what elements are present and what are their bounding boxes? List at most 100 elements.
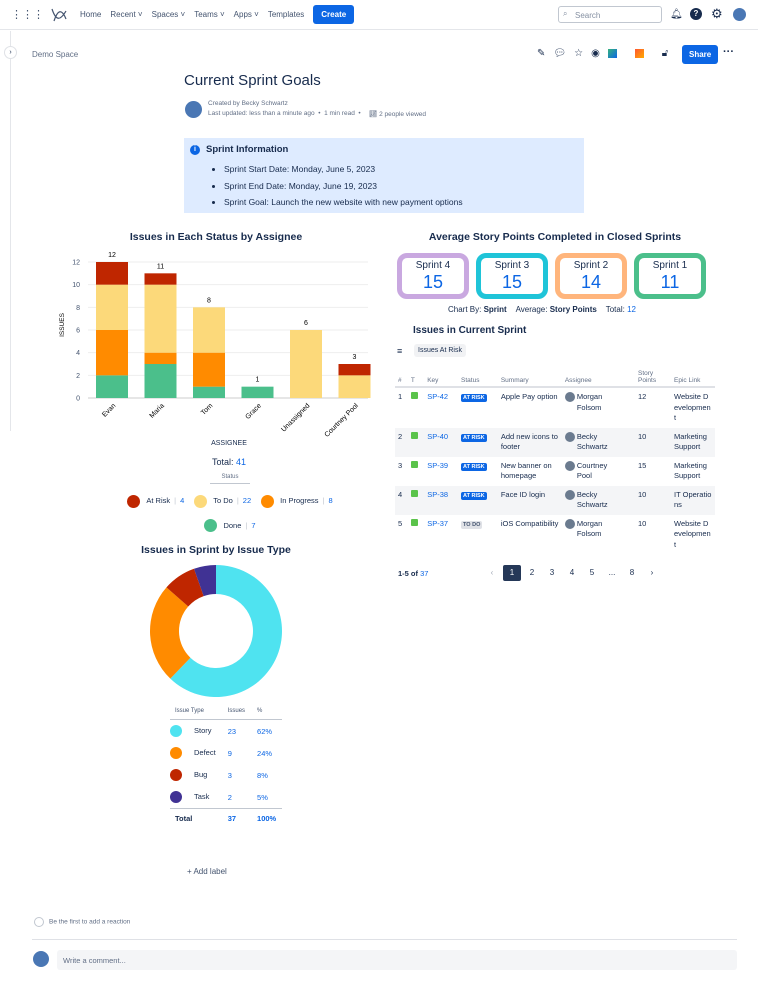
bar-segment-at-risk[interactable] (96, 262, 128, 285)
bar-segment-to-do[interactable] (96, 284, 128, 330)
confluence-logo-icon[interactable] (50, 7, 68, 23)
pie-slice-bug[interactable] (166, 568, 204, 607)
assignee-avatar (564, 460, 575, 471)
type-cell: Bug (170, 764, 222, 786)
bar-segment-done[interactable] (241, 386, 274, 398)
status-badge: TO DO (461, 520, 483, 529)
create-button[interactable]: Create (313, 5, 355, 24)
table-row[interactable]: 1 SP-42 AT RISK Apple Pay option Morgan Fols… (395, 387, 715, 428)
issue-key[interactable]: SP-42 (427, 392, 449, 401)
comment-input[interactable]: Write a comment... (57, 950, 737, 970)
app-icon[interactable] (607, 49, 617, 58)
type-cell (408, 515, 424, 555)
issue-key[interactable]: SP-38 (424, 485, 459, 515)
issues-count[interactable]: 3 (227, 770, 232, 780)
issue-key[interactable]: SP-40 (424, 427, 459, 457)
assignee-name: Becky Schwartz (576, 489, 608, 510)
page-button[interactable]: 3 (549, 568, 555, 577)
page-button[interactable]: 5 (589, 568, 595, 577)
prev-page-icon[interactable]: ‹ (490, 568, 494, 577)
assignee-avatar (564, 489, 575, 500)
views[interactable]: 📈︎ 2 people viewed (369, 110, 426, 118)
bar-segment-done[interactable] (193, 386, 225, 398)
type-swatch (170, 769, 182, 781)
bar-segment-at-risk[interactable] (338, 364, 371, 376)
profile-avatar[interactable] (733, 8, 746, 21)
type-cell (408, 387, 424, 428)
expand-sidebar-button[interactable]: › (4, 46, 17, 59)
pie-slice-task[interactable] (194, 565, 216, 597)
search-input[interactable]: Search (558, 6, 662, 23)
nav-apps[interactable]: Apps ˅ (233, 10, 259, 19)
table-row[interactable]: 5 SP-37 TO DO iOS Compatibility Morgan Folso… (395, 515, 715, 555)
restrictions-icon[interactable]: 🔓︎ (661, 48, 669, 59)
bar-segment-in-progress[interactable] (96, 330, 128, 376)
type-name: Task (194, 791, 210, 801)
bar-segment-done[interactable] (144, 364, 177, 398)
col-header: Key (424, 368, 459, 388)
more-actions-icon[interactable]: ··· (723, 46, 734, 58)
bar-segment-to-do[interactable] (290, 330, 322, 398)
filter-icon[interactable]: ≡ (397, 346, 403, 356)
issues-count[interactable]: 9 (227, 748, 232, 758)
issue-type-donut (150, 565, 282, 697)
page-button[interactable]: 1 (503, 565, 521, 581)
settings-icon[interactable]: ⚙ (711, 6, 723, 21)
comment-icon[interactable]: 💬︎ (553, 48, 567, 59)
table-row[interactable]: 3 SP-39 AT RISK New banner on homepage Court… (395, 457, 715, 486)
status-cell: AT RISK (458, 427, 498, 457)
app-icon-2[interactable] (634, 49, 644, 58)
count: 37 (420, 569, 429, 578)
notifications-icon[interactable]: 🔔︎ (670, 9, 683, 20)
next-page-icon[interactable]: › (650, 568, 654, 577)
bar-segment-at-risk[interactable] (144, 273, 177, 285)
legend-item[interactable]: To Do | 22 (194, 491, 251, 511)
info-panel: i Sprint Information Sprint Start Date: M… (184, 138, 584, 213)
issues-count[interactable]: 23 (227, 726, 237, 736)
breadcrumb[interactable]: Demo Space (32, 50, 79, 59)
share-button[interactable]: Share (682, 45, 719, 64)
table-row[interactable]: 4 SP-38 AT RISK Face ID login Becky Schwartz… (395, 485, 715, 515)
bar-segment-in-progress[interactable] (193, 352, 225, 387)
nav-templates[interactable]: Templates (267, 10, 305, 19)
issues-count[interactable]: 2 (227, 792, 232, 802)
filter-chip[interactable]: Issues At Risk (414, 344, 466, 357)
pie-slice-story[interactable] (170, 565, 282, 697)
bar-segment-done[interactable] (96, 375, 128, 398)
edit-icon[interactable]: ✎ (537, 48, 546, 59)
help-icon[interactable]: ? (690, 8, 702, 20)
type-cell: Task (170, 786, 222, 809)
page-button[interactable]: 8 (629, 568, 635, 577)
watch-icon[interactable]: ◉ (591, 48, 600, 59)
legend-item[interactable]: Done | 7 (204, 516, 256, 536)
bar-segment-to-do[interactable] (144, 284, 177, 353)
table-row[interactable]: 2 SP-40 AT RISK Add new icons to footer Beck… (395, 427, 715, 457)
nav-home[interactable]: Home (80, 10, 102, 19)
issue-key[interactable]: SP-37 (427, 518, 449, 528)
app-switcher-icon[interactable]: ⋮⋮⋮ (11, 9, 44, 21)
bar-total: Total: 41 (60, 457, 398, 467)
legend-item[interactable]: At Risk | 4 (127, 491, 184, 511)
page-button[interactable]: 2 (529, 568, 535, 577)
page-button[interactable]: ... (608, 568, 616, 577)
star-icon[interactable]: ☆ (574, 48, 584, 59)
y-tick: 8 (76, 305, 80, 312)
legend-item[interactable]: In Progress | 8 (261, 491, 333, 511)
bar-segment-to-do[interactable] (338, 375, 371, 398)
search-icon: ⌕ (563, 9, 568, 18)
total-value[interactable]: 41 (236, 457, 247, 467)
pie-slice-defect[interactable] (150, 587, 191, 679)
reaction[interactable]: Be the first to add a reaction (34, 917, 130, 927)
bar-segment-in-progress[interactable] (144, 352, 177, 364)
page-button[interactable]: 4 (569, 568, 575, 577)
sprint-name: Sprint 4 (415, 260, 451, 271)
summary: Apple Pay option (500, 392, 558, 401)
nav-spaces[interactable]: Spaces ˅ (151, 10, 186, 19)
sprint-name: Sprint 2 (573, 260, 609, 271)
nav-teams[interactable]: Teams ˅ (194, 10, 225, 19)
issue-key[interactable]: SP-39 (427, 460, 449, 470)
total-pct: 100% (257, 814, 277, 823)
add-label-button[interactable]: + Add label (187, 867, 227, 876)
bar-segment-to-do[interactable] (193, 307, 225, 353)
nav-recent[interactable]: Recent ˅ (110, 10, 143, 19)
